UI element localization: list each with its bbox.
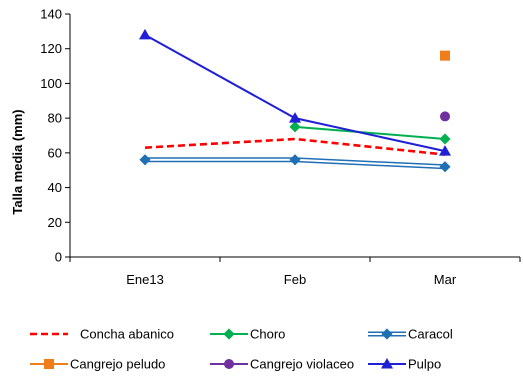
x-tick-label: Mar (434, 272, 457, 287)
legend-swatch-marker (381, 358, 393, 369)
series-2 (139, 154, 451, 173)
data-point (439, 145, 451, 156)
y-tick-label: 0 (55, 250, 62, 265)
data-point (439, 133, 451, 145)
y-tick-label: 100 (40, 76, 62, 91)
data-point (440, 50, 450, 61)
series-0 (144, 137, 446, 156)
legend-label: Cangrejo peludo (70, 357, 165, 372)
data-point (289, 112, 301, 123)
legend-item: Cangrejo peludo (30, 357, 165, 372)
legend-label: Choro (250, 327, 285, 342)
legend-swatch-marker (44, 359, 54, 369)
y-tick-label: 80 (48, 111, 62, 126)
legend-label: Caracol (408, 327, 453, 342)
y-tick-label: 120 (40, 41, 62, 56)
legend-swatch-marker (223, 328, 235, 340)
legend-item: Pulpo (368, 357, 441, 372)
data-point (289, 154, 301, 166)
data-point (139, 28, 151, 40)
legend-item: Caracol (368, 327, 453, 342)
y-tick-label: 140 (40, 7, 62, 22)
data-point (139, 154, 151, 166)
data-point (289, 121, 301, 133)
series-3 (440, 50, 450, 61)
series-4 (440, 111, 450, 122)
legend-item: Concha abanico (30, 327, 174, 342)
series-1 (289, 121, 451, 145)
y-tick-label: 60 (48, 145, 62, 160)
data-point (439, 161, 451, 173)
series-line (144, 33, 446, 153)
y-tick-label: 20 (48, 215, 62, 230)
y-tick-label: 40 (48, 180, 62, 195)
legend-label: Concha abanico (80, 327, 174, 342)
series-line (144, 137, 446, 156)
legend-swatch-marker (224, 359, 234, 369)
legend-label: Cangrejo violaceo (250, 357, 354, 372)
series-line (294, 125, 446, 140)
x-tick-label: Ene13 (126, 272, 164, 287)
series-5 (139, 28, 451, 156)
legend-item: Cangrejo violaceo (210, 357, 354, 372)
legend-label: Pulpo (408, 357, 441, 372)
x-tick-label: Feb (284, 272, 306, 287)
legend-swatch-marker (381, 328, 393, 340)
legend-item: Choro (210, 327, 285, 342)
data-point (440, 111, 450, 122)
y-axis-title: Talla media (mm) (10, 109, 25, 214)
